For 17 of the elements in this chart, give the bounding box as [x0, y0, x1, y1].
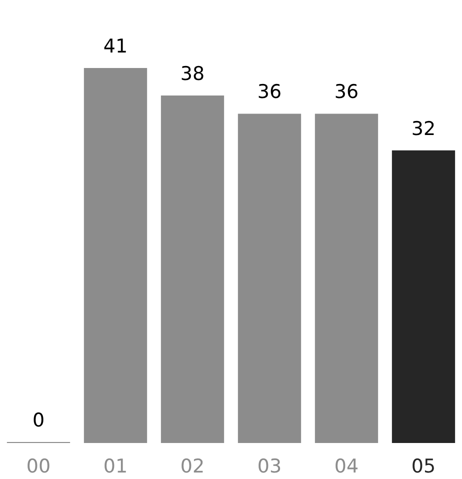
- bar: [314, 114, 378, 443]
- bar: [392, 150, 456, 443]
- data-label: 36: [257, 81, 282, 104]
- x-tick-label: 02: [180, 456, 205, 478]
- x-tick-label: 04: [334, 456, 359, 478]
- x-tick-label: 03: [257, 456, 282, 478]
- bar: [84, 68, 148, 443]
- data-label: 36: [334, 81, 359, 104]
- bar: [160, 95, 224, 443]
- data-label: 38: [180, 62, 205, 85]
- data-label: 0: [32, 410, 45, 432]
- data-label: 41: [103, 36, 128, 58]
- x-tick-label: 05: [411, 456, 436, 478]
- bar: [238, 114, 302, 443]
- x-tick-label: 00: [26, 456, 51, 478]
- x-tick-label: 01: [103, 456, 128, 478]
- data-label: 32: [411, 118, 436, 140]
